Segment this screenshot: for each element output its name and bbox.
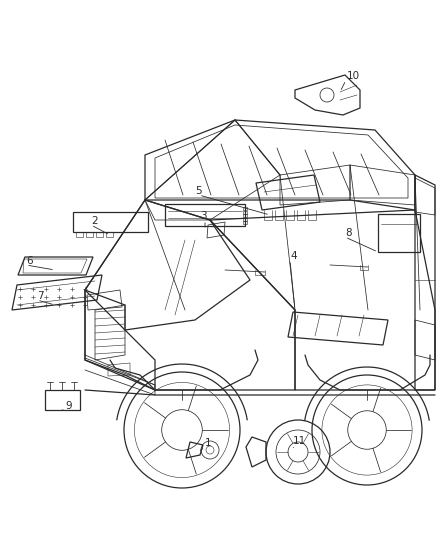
Bar [96,232,103,237]
Text: 11: 11 [293,436,306,446]
Text: 9: 9 [65,401,72,411]
Text: 10: 10 [347,71,360,81]
Bar [76,232,83,237]
Bar [86,232,93,237]
Text: 5: 5 [195,186,201,196]
Bar [243,214,247,217]
Text: 1: 1 [205,438,212,448]
Text: 7: 7 [37,291,44,301]
Bar [243,221,247,224]
Bar [243,211,247,214]
Text: 3: 3 [200,211,207,221]
Bar [243,217,247,221]
Bar [106,232,113,237]
Text: 6: 6 [26,256,32,266]
Bar [243,207,247,210]
Text: 4: 4 [290,251,297,261]
Text: 8: 8 [345,228,352,238]
Text: 2: 2 [91,216,98,226]
